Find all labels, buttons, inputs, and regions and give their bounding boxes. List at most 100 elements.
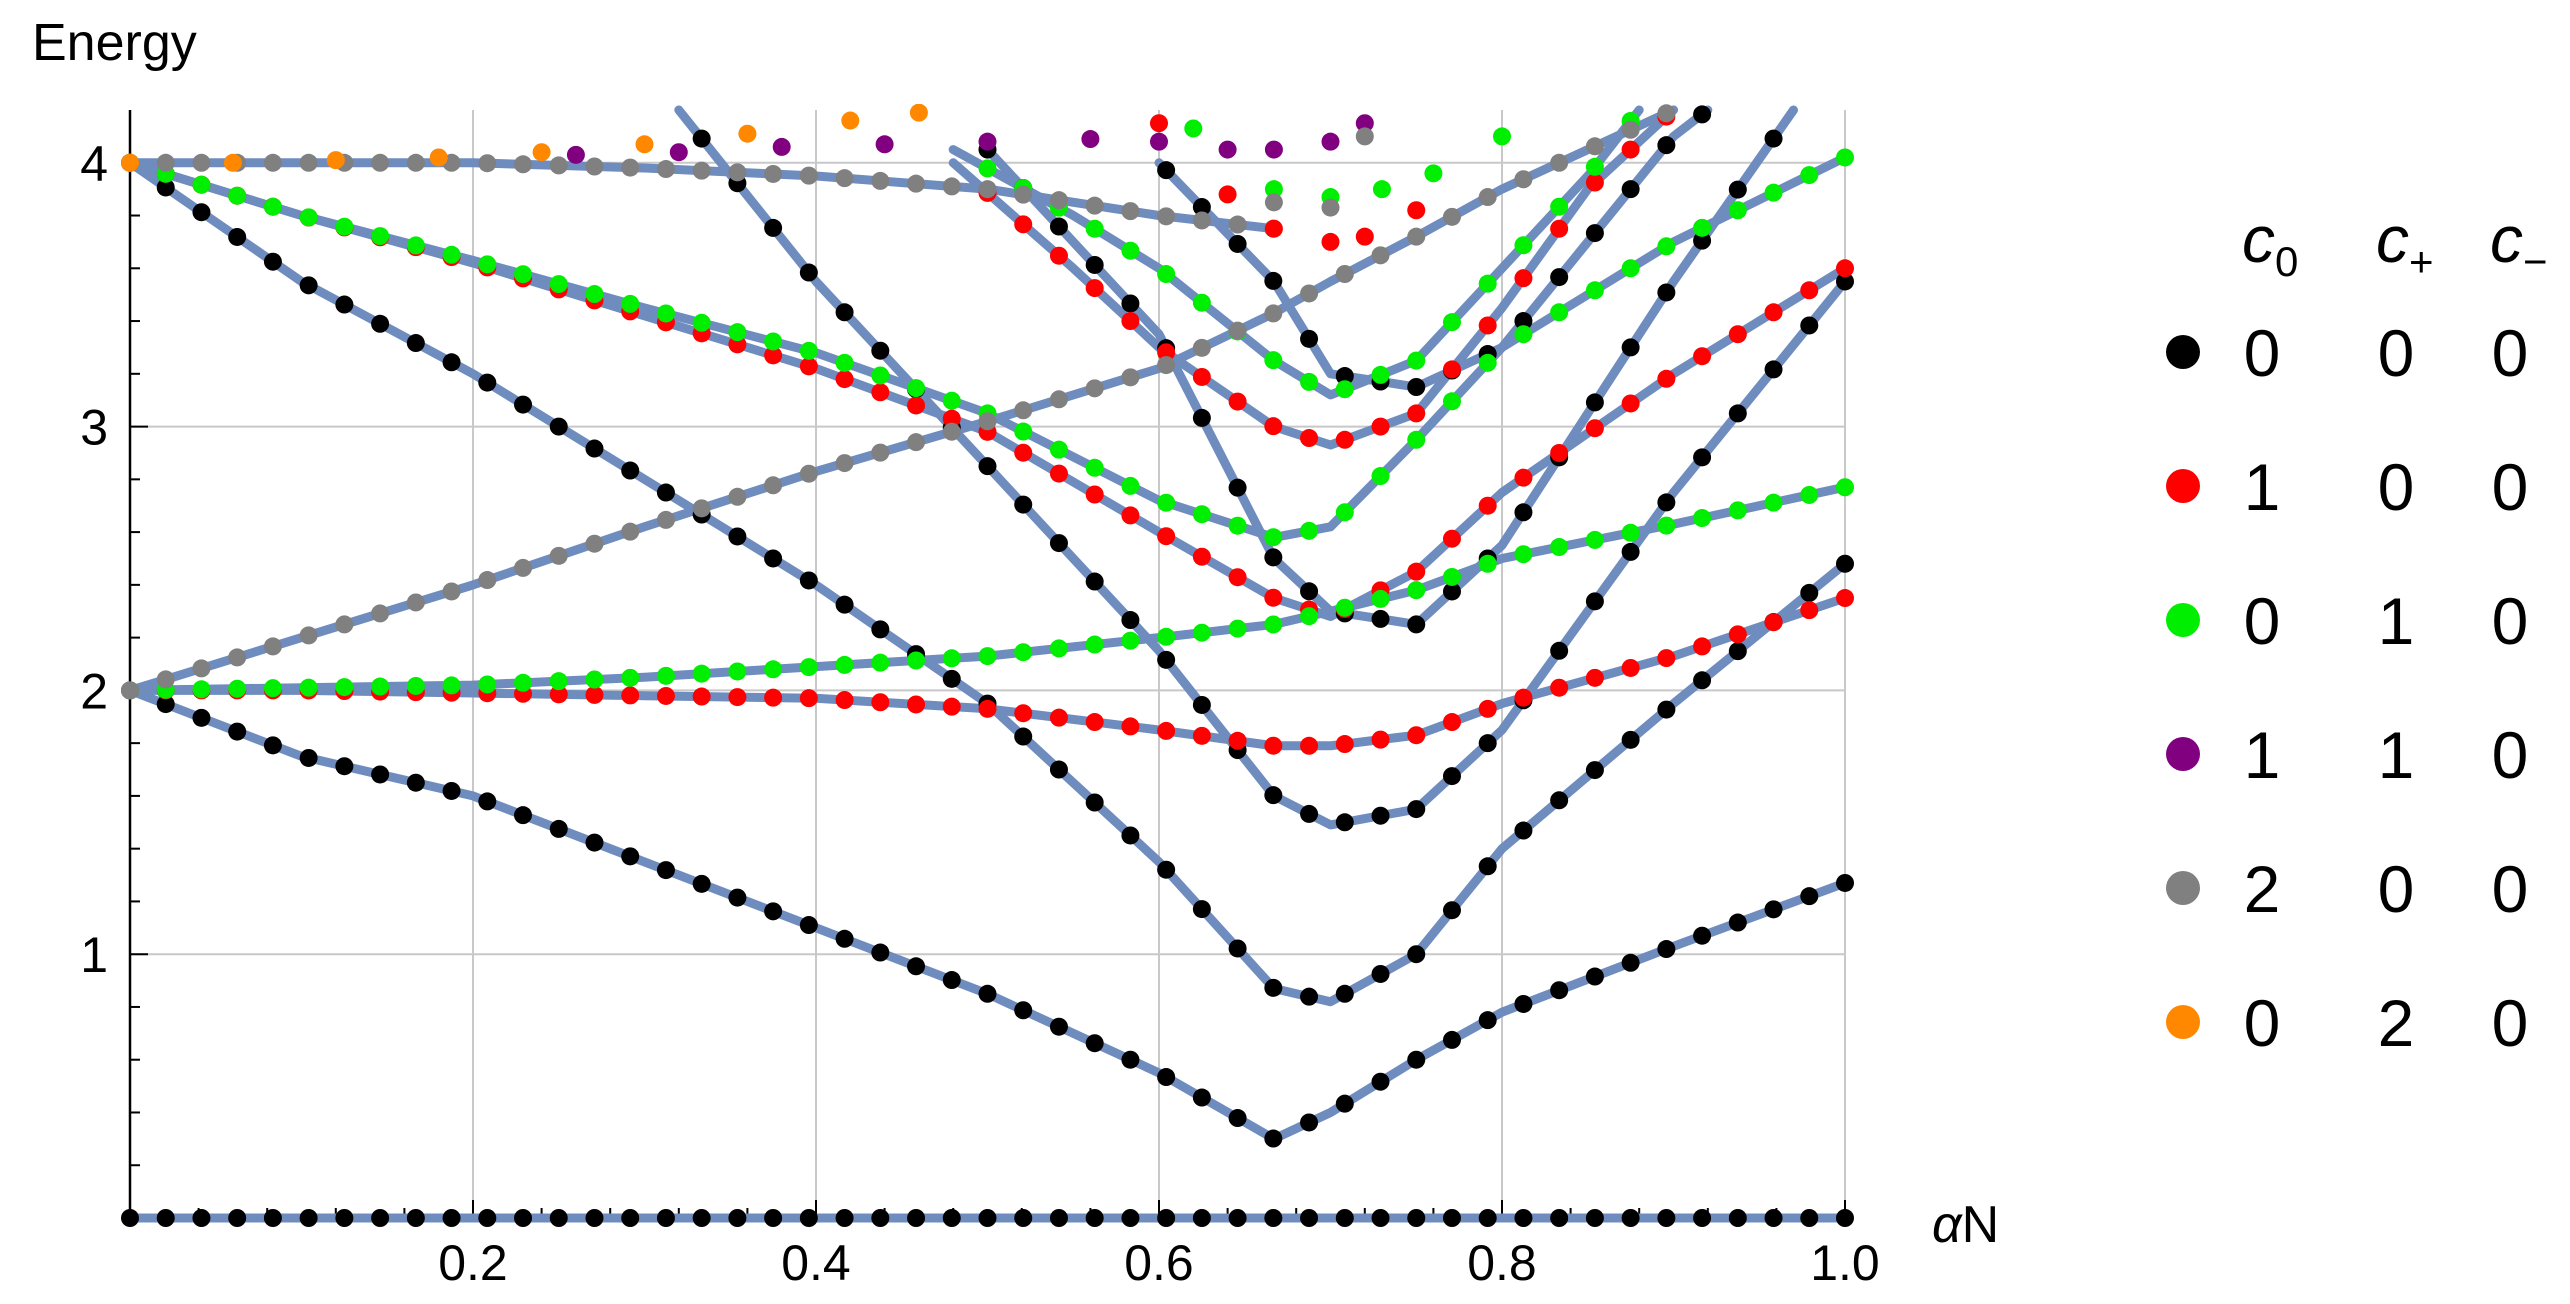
data-point-black-3 (1764, 360, 1783, 379)
data-point-ground (1014, 1209, 1033, 1227)
data-point-extra (1184, 119, 1203, 138)
data-point-red-3 (1585, 173, 1604, 192)
data-point-green-2 (228, 186, 247, 205)
data-point-black-4 (1693, 231, 1712, 250)
data-point-ground (1693, 1209, 1712, 1227)
data-point-gray-2 (907, 174, 926, 193)
data-point-black-3 (1157, 650, 1176, 669)
legend-marker (2166, 737, 2200, 771)
data-point-red-3 (1335, 430, 1354, 449)
data-point-red-3 (1550, 219, 1569, 238)
data-point-black-4 (1657, 283, 1676, 302)
legend-value: 0 (2244, 986, 2281, 1060)
data-point-black-1 (1014, 1001, 1033, 1020)
data-point-black-1 (1693, 926, 1712, 945)
data-point-red-2 (1407, 562, 1426, 581)
data-point-gray-1 (1407, 227, 1426, 246)
data-point-red-1 (1228, 731, 1247, 750)
data-point-extra (1321, 232, 1340, 251)
x-axis-title-rest: N (1962, 1196, 2000, 1254)
data-point-green-2 (942, 391, 961, 410)
data-point-green-1 (335, 678, 354, 697)
data-point-gray-2 (585, 157, 604, 176)
data-point-ground (335, 1209, 354, 1227)
data-point-red-1 (1478, 699, 1497, 718)
legend-marker (2166, 1005, 2200, 1039)
data-point-green-1 (692, 664, 711, 683)
data-point-red-1 (1121, 717, 1140, 736)
data-point-black-2 (764, 549, 783, 568)
data-point-extra (1264, 140, 1283, 159)
data-point-black-1 (371, 765, 390, 784)
data-point-ground (1300, 1209, 1319, 1227)
data-point-red-2 (835, 370, 854, 389)
data-point-green-1 (1228, 619, 1247, 638)
data-point-gray-2 (371, 153, 390, 172)
data-point-green-2 (1300, 521, 1319, 540)
data-point-red-1 (585, 685, 604, 704)
data-point-ground (835, 1209, 854, 1227)
data-point-red-2 (871, 383, 890, 402)
data-point-extra (1424, 164, 1443, 183)
data-point-ground (978, 1209, 997, 1227)
data-point-red-3 (1049, 246, 1068, 265)
data-point-extra (1321, 198, 1340, 217)
data-point-red-1 (1335, 735, 1354, 754)
data-point-extra (669, 143, 688, 162)
data-point-green-1 (1264, 615, 1283, 634)
data-point-extra (429, 148, 448, 167)
data-point-black-1 (1049, 1017, 1068, 1036)
data-point-red-1 (1693, 637, 1712, 656)
data-point-extra (223, 153, 242, 172)
data-point-green-2 (1085, 458, 1104, 477)
data-point-red-2 (1657, 369, 1676, 388)
data-point-gray-1 (335, 615, 354, 634)
data-point-green-2 (1335, 503, 1354, 522)
legend-header: c0 (2242, 202, 2298, 285)
data-point-green-1 (1335, 598, 1354, 617)
data-point-black-5 (1335, 367, 1354, 386)
data-point-black-2 (1192, 900, 1211, 919)
data-point-red-1 (764, 688, 783, 707)
data-point-black-3 (1478, 734, 1497, 753)
data-point-black-2 (1550, 791, 1569, 810)
data-point-green-2 (192, 175, 211, 194)
data-point-black-3 (1728, 404, 1747, 423)
data-point-black-4 (1264, 548, 1283, 567)
data-point-extra (635, 135, 654, 154)
legend-value: 0 (2492, 718, 2529, 792)
data-point-black-5 (1657, 136, 1676, 155)
data-point-black-1 (406, 773, 425, 792)
data-point-gray-1 (406, 593, 425, 612)
data-point-extra (1218, 140, 1237, 159)
data-point-ground (1657, 1209, 1676, 1227)
data-point-ground (728, 1209, 747, 1227)
data-point-green-1 (228, 679, 247, 698)
data-point-black-2 (478, 373, 497, 392)
data-point-green-2 (656, 304, 675, 323)
data-point-extra (532, 143, 551, 162)
legend-value: 0 (2492, 584, 2529, 658)
data-point-gray-1 (1442, 207, 1461, 226)
data-point-ground (1728, 1209, 1747, 1227)
data-point-red-2 (907, 396, 926, 415)
data-point-ground (1335, 1209, 1354, 1227)
data-point-black-1 (1514, 994, 1533, 1013)
data-point-extra (772, 137, 791, 156)
data-point-gray-2 (299, 153, 318, 172)
data-point-green-2 (621, 294, 640, 313)
data-point-red-1 (1371, 730, 1390, 749)
x-tick-label: 1.0 (1810, 1235, 1880, 1291)
data-point-black-5 (1621, 180, 1640, 199)
legend-value: 0 (2492, 316, 2529, 390)
data-point-black-1 (1728, 913, 1747, 932)
data-point-red-2 (799, 357, 818, 376)
data-point-black-1 (656, 861, 675, 880)
data-point-ground (442, 1209, 461, 1227)
data-point-green-2 (835, 353, 854, 372)
data-point-red-3 (1478, 316, 1497, 335)
data-point-gray-1 (621, 522, 640, 541)
data-point-black-1 (1228, 1109, 1247, 1128)
data-point-gray-1 (263, 637, 282, 656)
